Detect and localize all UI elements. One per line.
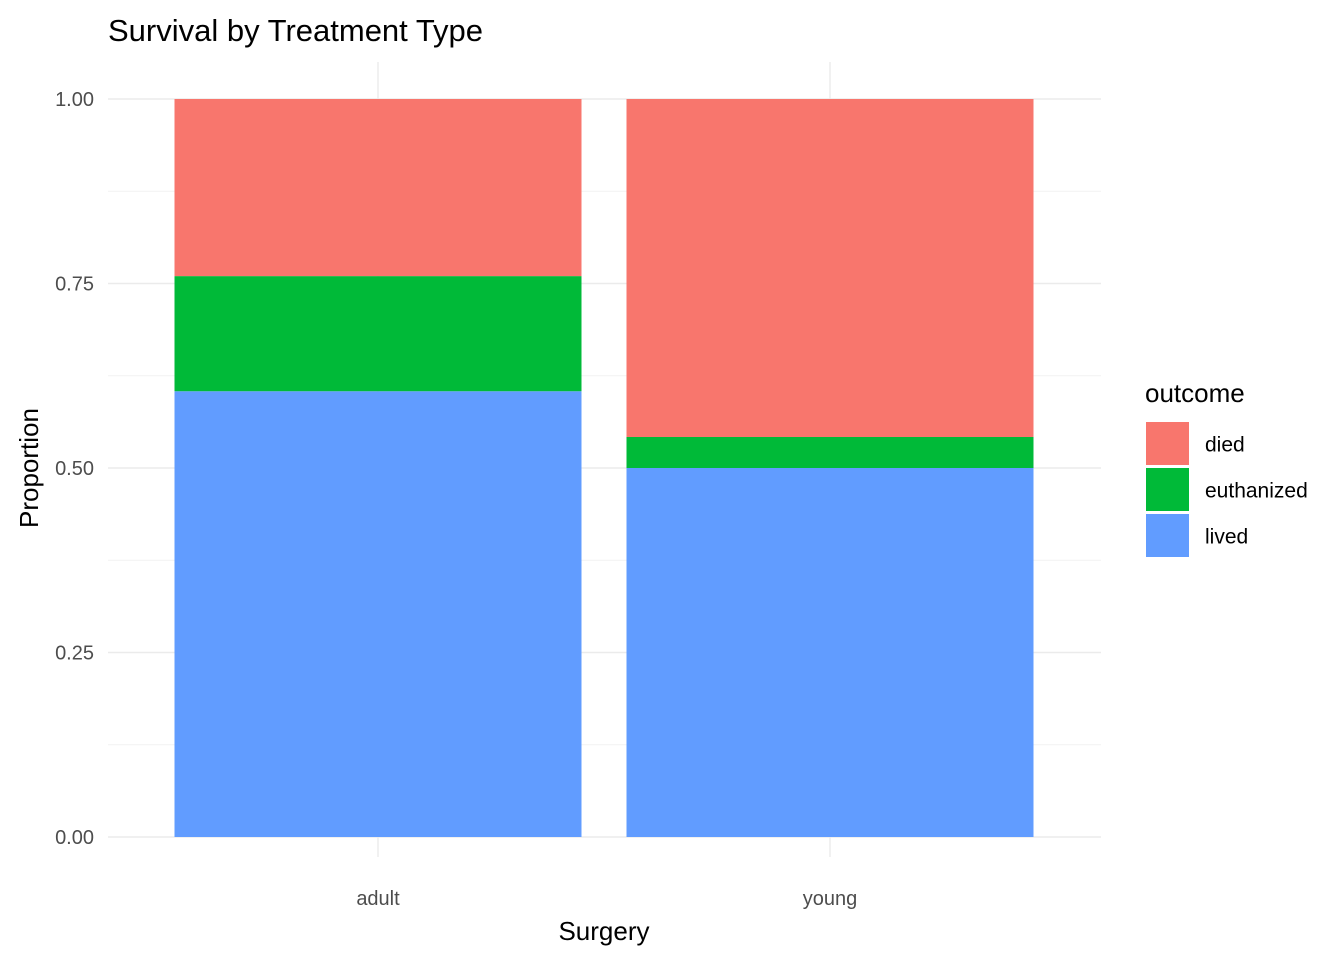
legend-key-lived	[1146, 514, 1189, 557]
x-tick-label: adult	[356, 888, 400, 910]
bar-young-died	[626, 99, 1034, 438]
bar-adult-died	[174, 99, 582, 277]
legend: outcome died euthanized lived	[1145, 378, 1308, 557]
x-tick-label: young	[803, 888, 858, 910]
bar-adult-lived	[174, 391, 582, 837]
legend-label-lived: lived	[1205, 526, 1248, 549]
legend-title: outcome	[1145, 378, 1245, 408]
y-axis-title: Proportion	[14, 408, 44, 528]
legend-key-euthanized	[1146, 468, 1189, 511]
axis-layer: 0.00 0.25 0.50 0.75 1.00 adult young	[55, 89, 857, 910]
y-tick-label: 0.25	[55, 643, 94, 665]
legend-label-died: died	[1205, 434, 1245, 457]
y-tick-label: 0.75	[55, 274, 94, 296]
legend-label-euthanized: euthanized	[1205, 480, 1308, 503]
bars-layer	[174, 99, 1034, 837]
y-tick-label: 1.00	[55, 89, 94, 111]
bar-young-euthanized	[626, 437, 1034, 468]
x-axis-title: Surgery	[558, 916, 649, 946]
legend-key-died	[1146, 422, 1189, 465]
chart-title: Survival by Treatment Type	[108, 13, 483, 48]
legend-items: died euthanized lived	[1146, 422, 1308, 557]
y-tick-label: 0.50	[55, 458, 94, 480]
bar-adult-euthanized	[174, 276, 582, 392]
y-tick-label: 0.00	[55, 827, 94, 849]
bar-young-lived	[626, 468, 1034, 837]
